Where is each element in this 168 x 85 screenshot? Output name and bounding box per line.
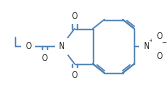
Text: N: N [143, 42, 149, 51]
Text: N: N [58, 42, 64, 51]
Text: O: O [156, 52, 162, 61]
Text: O: O [156, 32, 162, 41]
Text: −: − [161, 40, 167, 45]
Text: O: O [42, 54, 48, 63]
Text: +: + [148, 38, 152, 43]
Text: O: O [25, 42, 31, 51]
Text: O: O [72, 71, 77, 80]
Text: O: O [72, 12, 77, 21]
